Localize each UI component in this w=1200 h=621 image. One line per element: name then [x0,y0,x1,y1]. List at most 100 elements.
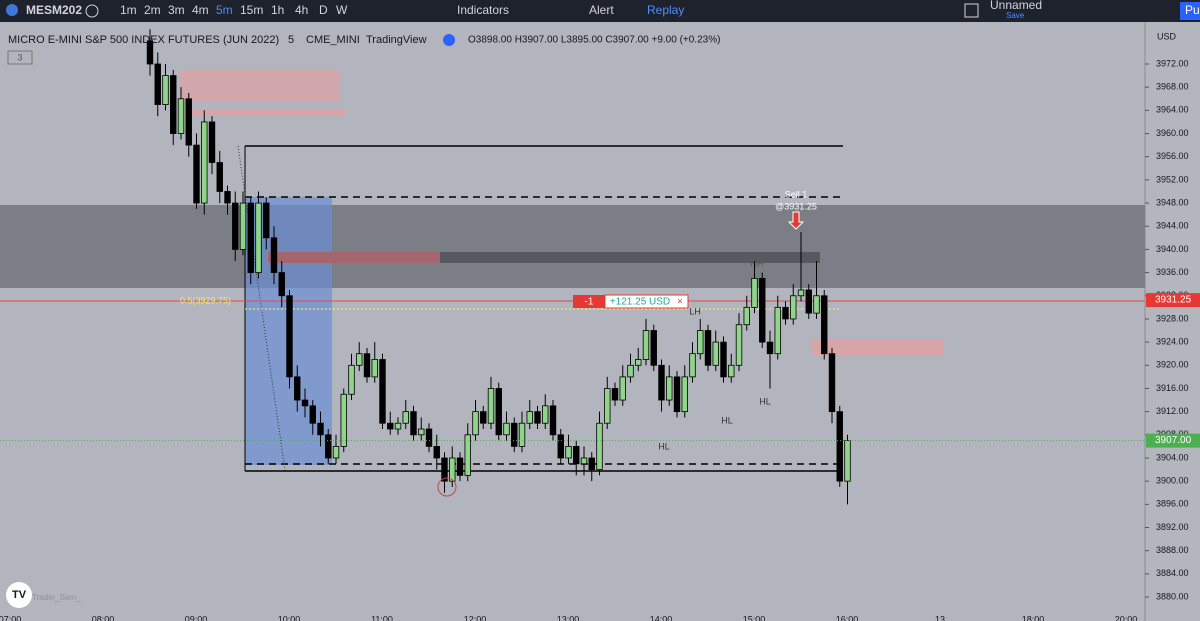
candle-body [704,330,712,366]
alert[interactable]: Alert [589,3,614,17]
y-tick-label: 3892.00 [1156,522,1189,532]
candle-body [363,353,371,378]
add-symbol[interactable] [85,4,99,18]
replay[interactable]: Replay [647,3,684,17]
symbol[interactable]: MESM202 [26,3,82,17]
logo-mark: TV [12,589,27,601]
candle-body [728,364,735,378]
candle-body [402,411,409,424]
publish-button[interactable] [1180,2,1200,20]
price-axis [1145,22,1200,621]
interval[interactable]: 2m [144,3,161,17]
candle-body [821,295,828,355]
layout-name[interactable]: Unnamed [990,0,1042,12]
candle-body [301,399,309,407]
candle-body [836,411,843,482]
y-tick-label: 3924.00 [1156,336,1189,346]
candle-body [232,202,239,250]
candle-body [759,277,766,343]
price-label: 3907.00 [1155,435,1192,446]
replay-icon[interactable] [443,34,455,46]
time-label: 13 [935,614,945,621]
checkbox[interactable] [964,3,979,18]
candle-body [766,341,774,355]
indicators[interactable]: Indicators [457,3,509,17]
close-position[interactable]: × [677,297,683,308]
save[interactable]: Save [1006,11,1025,20]
candle-body [263,202,270,239]
candle-body [526,411,533,424]
candle-body [449,457,456,482]
time-label: 08:00 [92,614,115,621]
flag-icon [6,4,18,16]
currency: USD [1157,31,1177,41]
candle-body [425,428,433,447]
candle-body [604,388,611,424]
time-label: 20:00 [1115,614,1138,621]
candle-body [511,422,518,447]
interval[interactable]: 1m [120,3,137,17]
candle-body [340,393,347,447]
time-label: 15:00 [743,614,766,621]
candle-body [294,376,301,401]
candle-body [146,40,154,65]
position-pnl[interactable]: +121.25 USD [610,297,670,308]
legend-interval: 5 [288,34,294,46]
candle-body [549,405,557,436]
candle-body [278,272,285,297]
watermark: Trader_Sam_ [32,593,81,602]
qty-box[interactable] [573,295,605,308]
hl-label: HL [759,396,771,406]
candle-body [751,277,758,308]
interval[interactable]: 15m [240,3,263,17]
candle-body [619,376,626,401]
candle-body [774,306,781,355]
collapse-count[interactable]: 3 [17,52,22,62]
interval[interactable]: W [336,3,348,17]
candle-body [270,237,278,273]
legend-title: MICRO E-MINI S&P 500 INDEX FUTURES (JUN … [8,34,279,46]
candle-body [239,202,247,250]
y-tick-label: 3916.00 [1156,383,1189,393]
candle-body [410,411,417,436]
candle-body [441,457,448,482]
supply-box [180,70,339,101]
interval[interactable]: 4h [295,3,308,17]
interval[interactable]: 1h [271,3,284,17]
y-tick-label: 3936.00 [1156,267,1189,277]
pnl-box[interactable] [604,294,689,309]
legend-ohlc: O3898.00 H3907.00 L3895.00 C3907.00 +9.0… [468,35,720,46]
candle-body [588,457,595,470]
candle-body [309,405,316,424]
supply-box [180,110,346,115]
publish[interactable]: Pu [1185,3,1200,17]
candle-body [596,422,603,470]
time-label: 18:00 [1022,614,1045,621]
sell-label: Sell 1 [785,189,808,199]
position-qty[interactable]: -1 [585,297,594,308]
candle-body [503,422,510,436]
y-tick-label: 3928.00 [1156,313,1189,323]
candle-body [480,411,487,424]
candle-body [635,359,642,366]
candle-body [805,289,812,314]
candle-body [325,434,332,459]
candle-body [216,162,223,192]
legend-source: TradingView [366,34,427,46]
price-label: 3931.25 [1155,295,1192,306]
candle-body [332,445,340,459]
marker-circle [437,477,457,497]
interval[interactable]: 5m [216,3,233,17]
y-tick-label: 3920.00 [1156,360,1189,370]
interval[interactable]: 4m [192,3,209,17]
interval[interactable]: D [319,3,328,17]
collapse-button[interactable] [7,50,33,65]
candle-body [627,364,634,378]
candle-body [464,434,471,476]
y-tick-label: 3968.00 [1156,82,1189,92]
y-tick-label: 3956.00 [1156,151,1189,161]
interval[interactable]: 3m [168,3,185,17]
candle-body [193,144,200,204]
